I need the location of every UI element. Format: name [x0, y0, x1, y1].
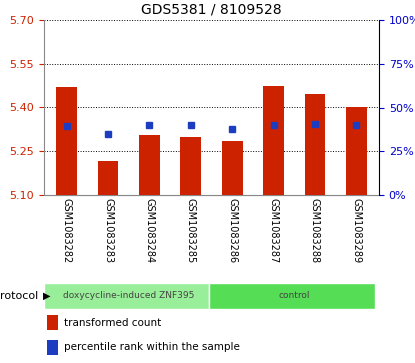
Text: transformed count: transformed count: [64, 318, 161, 327]
Text: doxycycline-induced ZNF395: doxycycline-induced ZNF395: [63, 291, 195, 301]
Bar: [305, 94, 325, 195]
Text: GSM1083285: GSM1083285: [186, 197, 196, 263]
Text: control: control: [278, 291, 310, 301]
Text: GSM1083282: GSM1083282: [62, 197, 72, 263]
Bar: [47, 340, 58, 355]
Bar: [98, 162, 118, 195]
Text: GSM1083287: GSM1083287: [269, 197, 278, 263]
Text: protocol: protocol: [0, 291, 42, 301]
Bar: [181, 136, 201, 195]
Text: percentile rank within the sample: percentile rank within the sample: [64, 342, 240, 352]
Bar: [139, 135, 160, 195]
Text: GSM1083284: GSM1083284: [144, 197, 154, 263]
Text: GSM1083286: GSM1083286: [227, 197, 237, 263]
Bar: [210, 283, 375, 309]
Bar: [263, 86, 284, 195]
Bar: [222, 141, 242, 195]
Bar: [56, 87, 77, 195]
Title: GDS5381 / 8109528: GDS5381 / 8109528: [141, 2, 282, 16]
Text: ▶: ▶: [43, 291, 51, 301]
Bar: [346, 107, 366, 195]
Bar: [44, 283, 210, 309]
Text: GSM1083283: GSM1083283: [103, 197, 113, 263]
Bar: [47, 315, 58, 330]
Text: GSM1083289: GSM1083289: [351, 197, 361, 263]
Text: GSM1083288: GSM1083288: [310, 197, 320, 263]
